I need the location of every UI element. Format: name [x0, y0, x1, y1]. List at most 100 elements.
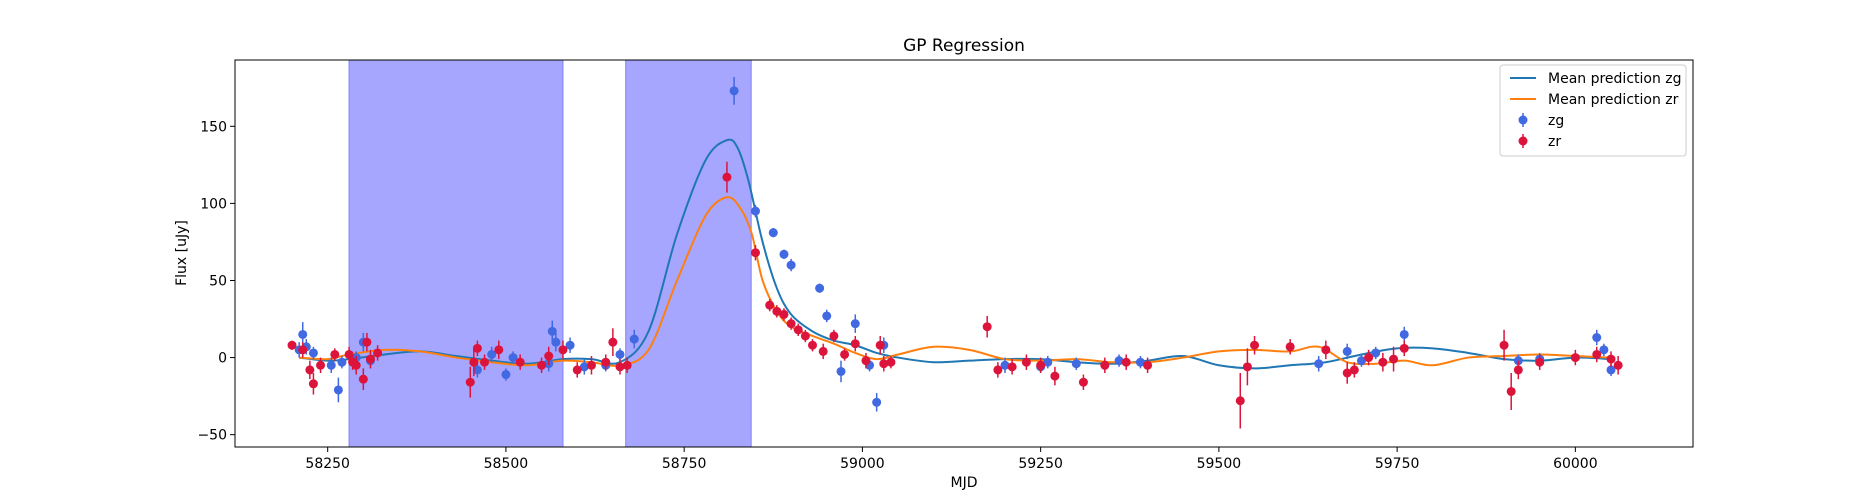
- data-point-zr-21: [558, 340, 568, 360]
- point-marker: [1021, 357, 1031, 367]
- point-marker: [326, 360, 336, 370]
- data-point-zr-57: [1250, 335, 1260, 355]
- data-point-zr-44: [886, 356, 896, 369]
- point-marker: [298, 345, 308, 355]
- data-point-zr-16: [480, 354, 490, 370]
- point-marker: [750, 206, 760, 216]
- data-point-zr-50: [1050, 366, 1060, 386]
- point-marker: [344, 349, 354, 359]
- point-marker: [298, 329, 308, 339]
- point-marker: [1513, 365, 1523, 375]
- point-marker: [1389, 354, 1399, 364]
- data-point-zr-23: [586, 356, 596, 375]
- point-marker: [818, 346, 828, 356]
- y-tick-label: 100: [200, 196, 227, 212]
- data-point-zr-25: [608, 328, 618, 357]
- data-point-zg-40: [1314, 356, 1324, 372]
- point-marker: [1250, 340, 1260, 350]
- data-point-zr-51: [1078, 374, 1088, 390]
- point-marker: [558, 345, 568, 355]
- data-point-zr-29: [750, 245, 760, 261]
- data-point-zg-41: [1342, 343, 1352, 360]
- x-tick-label: 58750: [662, 456, 707, 472]
- legend: Mean prediction zg Mean prediction zr zg…: [1499, 64, 1687, 157]
- point-marker: [875, 340, 885, 350]
- plot-area: 58250 58500 58750 59000 59250 59500 59750 60000…: [197, 59, 1694, 472]
- y-tick-label: −50: [197, 428, 227, 444]
- data-point-zg-39: [1135, 356, 1145, 369]
- data-point-zr-39: [840, 348, 850, 361]
- data-point-zg-26: [786, 258, 796, 272]
- point-marker: [722, 172, 732, 182]
- data-point-zr-22: [572, 362, 582, 378]
- data-point-zg-24: [768, 228, 778, 238]
- data-point-zr-54: [1143, 357, 1153, 373]
- data-point-zr-46: [993, 362, 1003, 378]
- point-marker: [579, 362, 589, 372]
- data-point-zr-35: [800, 329, 810, 343]
- point-marker: [772, 306, 782, 316]
- point-marker: [551, 337, 561, 347]
- data-point-zg-22: [729, 76, 739, 105]
- point-marker: [1399, 343, 1409, 353]
- data-point-zr-72: [1606, 351, 1616, 367]
- point-marker: [547, 326, 557, 336]
- point-marker: [1606, 354, 1616, 364]
- point-marker: [829, 331, 839, 341]
- point-marker: [373, 348, 383, 358]
- data-point-zg-23: [750, 204, 760, 218]
- point-marker: [472, 343, 482, 353]
- point-marker: [768, 228, 778, 238]
- data-point-zr-53: [1121, 354, 1131, 370]
- data-point-zr-64: [1389, 346, 1399, 372]
- chart-title: GP Regression: [903, 36, 1025, 56]
- point-marker: [465, 377, 475, 387]
- data-point-zr-56: [1242, 348, 1252, 386]
- data-point-zr-19: [537, 357, 547, 373]
- data-point-zr-61: [1349, 362, 1359, 378]
- point-marker: [501, 370, 511, 380]
- point-marker: [601, 357, 611, 367]
- point-marker: [362, 337, 372, 347]
- data-point-zr-63: [1378, 352, 1388, 372]
- point-marker: [779, 309, 789, 319]
- data-point-zr-5: [330, 348, 340, 361]
- x-axis-label: MJD: [951, 475, 978, 491]
- data-point-zr-13: [465, 366, 475, 398]
- point-marker: [850, 339, 860, 349]
- point-marker: [850, 319, 860, 329]
- data-point-zr-28: [722, 161, 732, 193]
- point-marker: [1121, 357, 1131, 367]
- data-point-zg-29: [836, 360, 846, 383]
- point-marker: [1242, 362, 1252, 372]
- point-marker: [879, 359, 889, 369]
- point-marker: [1078, 377, 1088, 387]
- y-axis-ticks: −50 0 50 100 150: [197, 119, 235, 444]
- point-marker: [1342, 346, 1352, 356]
- data-point-zg-30: [850, 314, 860, 333]
- data-point-zr-59: [1321, 340, 1331, 360]
- point-marker: [1499, 340, 1509, 350]
- point-marker: [1535, 357, 1545, 367]
- data-point-zg-38: [1114, 354, 1124, 367]
- point-marker: [786, 319, 796, 329]
- plot-frame: [234, 59, 1694, 448]
- point-marker: [1114, 356, 1124, 366]
- point-marker: [494, 345, 504, 355]
- point-marker: [807, 340, 817, 350]
- point-marker: [565, 340, 575, 350]
- data-point-zg-48: [1599, 343, 1609, 357]
- data-point-zg-17: [565, 337, 575, 353]
- y-tick-label: 150: [200, 119, 227, 135]
- data-point-zr-47: [1007, 359, 1017, 375]
- legend-label-zr: zr: [1548, 134, 1561, 150]
- point-marker: [1235, 396, 1245, 406]
- data-point-zg-34: [1000, 357, 1010, 373]
- point-marker: [287, 340, 297, 350]
- point-marker: [1606, 365, 1616, 375]
- point-marker: [305, 365, 315, 375]
- y-axis-label: Flux [uJy]: [174, 220, 190, 286]
- point-marker: [872, 397, 882, 407]
- data-point-zr-36: [807, 339, 817, 352]
- point-marker: [1036, 360, 1046, 370]
